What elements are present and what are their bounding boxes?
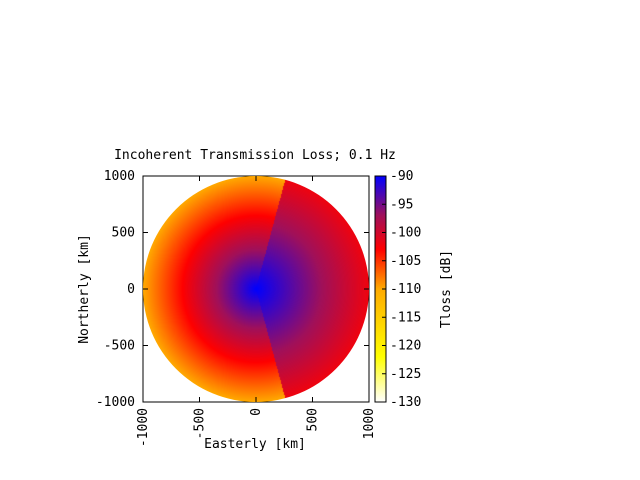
colorbar-tick-label: -115: [390, 310, 421, 325]
colorbar-tick-label: -110: [390, 282, 421, 297]
y-axis-label: Northerly [km]: [77, 234, 92, 344]
colorbar-tick-label: -100: [390, 226, 421, 241]
colorbar: -90 -95 -100 -105 -110 -115 -120 -125 -130 Tloss…: [374, 169, 454, 410]
y-tick-label: -1000: [96, 395, 135, 410]
heatmap-field: [143, 176, 369, 402]
y-tick-label: 500: [112, 226, 135, 241]
x-axis-ticks: -1000 -500 0 500 1000: [136, 176, 377, 447]
colorbar-label: Tloss [dB]: [439, 250, 454, 328]
y-tick-label: 1000: [104, 169, 135, 184]
x-tick-label: 1000: [362, 408, 377, 439]
colorbar-tick-label: -125: [390, 367, 421, 382]
x-tick-label: 500: [306, 408, 321, 431]
y-axis-ticks: -1000 -500 0 500 1000: [96, 169, 369, 410]
colorbar-tick-label: -95: [390, 197, 413, 212]
plot-area: -1000 -500 0 500 1000 -1000 -500 0 500 1000: [96, 169, 377, 447]
colorbar-tick-label: -105: [390, 254, 421, 269]
x-tick-label: -500: [193, 408, 208, 439]
heatmap-image: [143, 176, 369, 402]
colorbar-tick-label: -90: [390, 169, 413, 184]
x-tick-label: -1000: [136, 408, 151, 447]
chart-title: Incoherent Transmission Loss; 0.1 Hz: [114, 148, 396, 163]
y-tick-label: 0: [127, 282, 135, 297]
x-axis-label: Easterly [km]: [204, 437, 306, 452]
colorbar-tick-label: -120: [390, 339, 421, 354]
y-tick-label: -500: [104, 339, 135, 354]
colorbar-tick-label: -130: [390, 395, 421, 410]
x-tick-label: 0: [249, 408, 264, 416]
colorbar-ticks: -90 -95 -100 -105 -110 -115 -120 -125 -130: [382, 169, 421, 410]
